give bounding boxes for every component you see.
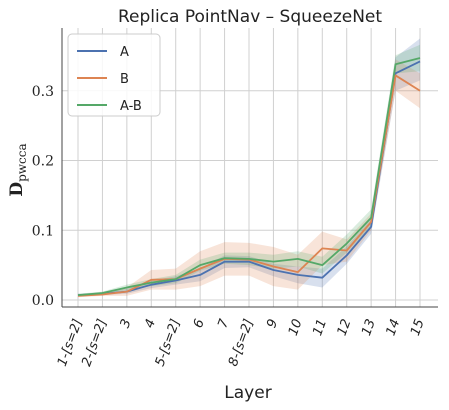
chart-title: Replica PointNav – SqueezeNet — [118, 7, 382, 27]
y-tick-label: 0.0 — [32, 293, 54, 309]
y-tick-label: 0.1 — [32, 223, 54, 239]
y-tick-label: 0.2 — [32, 154, 54, 170]
x-tick-label: 9 — [264, 317, 281, 330]
legend: AB A-B — [67, 33, 161, 117]
confidence-bands — [78, 38, 420, 298]
x-tick-label: 3 — [118, 317, 135, 330]
legend-label-a-b: A-B — [120, 99, 142, 114]
x-axis-label: Layer — [224, 383, 271, 403]
x-tick-label: 4 — [142, 317, 159, 330]
y-axis-label-main: D — [7, 182, 27, 197]
series-lines — [77, 57, 421, 297]
x-tick-label: 14 — [384, 317, 404, 338]
series-line-a-b — [77, 57, 421, 297]
axes — [61, 28, 438, 308]
legend-label-a: A — [120, 45, 129, 60]
x-tick-label: 13 — [359, 317, 379, 338]
band-b — [78, 59, 420, 298]
y-tick-label: 0.3 — [32, 84, 54, 100]
y-axis-label: Dpwcca — [7, 143, 29, 196]
y-tick-labels: 0.0 0.1 0.2 0.3 — [32, 84, 54, 309]
x-tick-label: 10 — [286, 317, 306, 338]
x-tick-labels: 1-[s=2]2-[s=2] 3 45-[s=2] 6 78-[s=2] 9 10 11 12 1… — [55, 317, 428, 369]
legend-label-b: B — [120, 72, 129, 87]
series-line-a — [77, 60, 421, 297]
x-tick-label: 7 — [215, 317, 232, 331]
y-axis-label-subscript: pwcca — [15, 143, 29, 182]
x-tick-label: 15 — [408, 317, 428, 338]
legend-box — [67, 33, 161, 117]
x-tick-label: 12 — [335, 317, 355, 338]
x-tick-label: 6 — [191, 317, 208, 330]
x-tick-label: 11 — [310, 317, 330, 338]
